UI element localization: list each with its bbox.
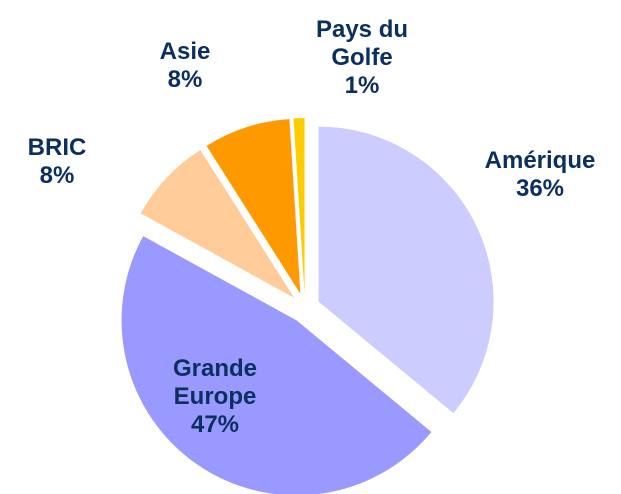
value-label: 1% bbox=[344, 72, 380, 99]
pie-slice bbox=[293, 118, 305, 294]
value-label: 36% bbox=[515, 175, 565, 202]
category-label: Asie bbox=[159, 38, 211, 65]
value-label: 8% bbox=[39, 162, 75, 189]
pie-slice bbox=[318, 126, 494, 414]
slice-label: Grande Europe 47% bbox=[155, 355, 275, 439]
category-label: Grande Europe bbox=[172, 355, 258, 410]
slice-label: BRIC 8% bbox=[12, 134, 102, 190]
pie-slice bbox=[140, 149, 295, 298]
slice-label: Pays du Golfe 1% bbox=[307, 16, 417, 100]
category-label: Amérique bbox=[484, 147, 596, 174]
pie-slice bbox=[206, 119, 301, 294]
pie-slice bbox=[121, 236, 432, 494]
category-label: BRIC bbox=[27, 134, 87, 161]
slice-label: Asie 8% bbox=[140, 38, 230, 94]
value-label: 8% bbox=[167, 66, 203, 93]
category-label: Pays du Golfe bbox=[315, 16, 409, 71]
slice-label: Amérique 36% bbox=[465, 147, 615, 203]
value-label: 47% bbox=[190, 411, 240, 438]
